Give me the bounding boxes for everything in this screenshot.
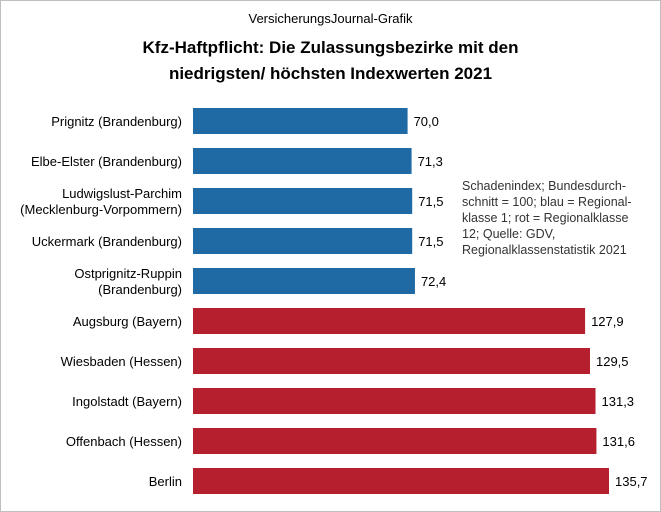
bar [193, 348, 590, 374]
chart-note: Schadenindex; Bundesdurch- schnitt = 100… [462, 179, 632, 257]
data-label: 135,7 [615, 474, 648, 489]
bar [193, 428, 597, 454]
data-label: 71,3 [418, 154, 443, 169]
category-label: Ostprignitz-Ruppin (Brandenburg) [74, 266, 182, 297]
source-label: VersicherungsJournal-Grafik [248, 11, 413, 26]
category-label: Elbe-Elster (Brandenburg) [31, 154, 182, 169]
bar [193, 108, 408, 134]
data-label: 131,6 [602, 434, 635, 449]
bar [193, 148, 412, 174]
data-label: 70,0 [414, 114, 439, 129]
data-label: 71,5 [418, 194, 443, 209]
category-label: Uckermark (Brandenburg) [32, 234, 182, 249]
category-label: Ingolstadt (Bayern) [72, 394, 182, 409]
category-label: Berlin [149, 474, 182, 489]
data-label: 129,5 [596, 354, 629, 369]
data-label: 71,5 [418, 234, 443, 249]
data-label: 72,4 [421, 274, 446, 289]
category-label: Augsburg (Bayern) [73, 314, 182, 329]
category-label: Prignitz (Brandenburg) [51, 114, 182, 129]
data-label: 131,3 [602, 394, 635, 409]
bar [193, 308, 586, 334]
bar [193, 388, 596, 414]
category-label: Ludwigslust-Parchim (Mecklenburg-Vorpomme… [20, 186, 182, 217]
category-label: Wiesbaden (Hessen) [61, 354, 182, 369]
bar [193, 188, 413, 214]
bar [193, 468, 609, 494]
bar [193, 268, 415, 294]
category-label: Offenbach (Hessen) [66, 434, 182, 449]
bar [193, 228, 413, 254]
chart-title: Kfz-Haftpflicht: Die Zulassungsbezirke m… [142, 38, 519, 83]
data-label: 127,9 [591, 314, 624, 329]
